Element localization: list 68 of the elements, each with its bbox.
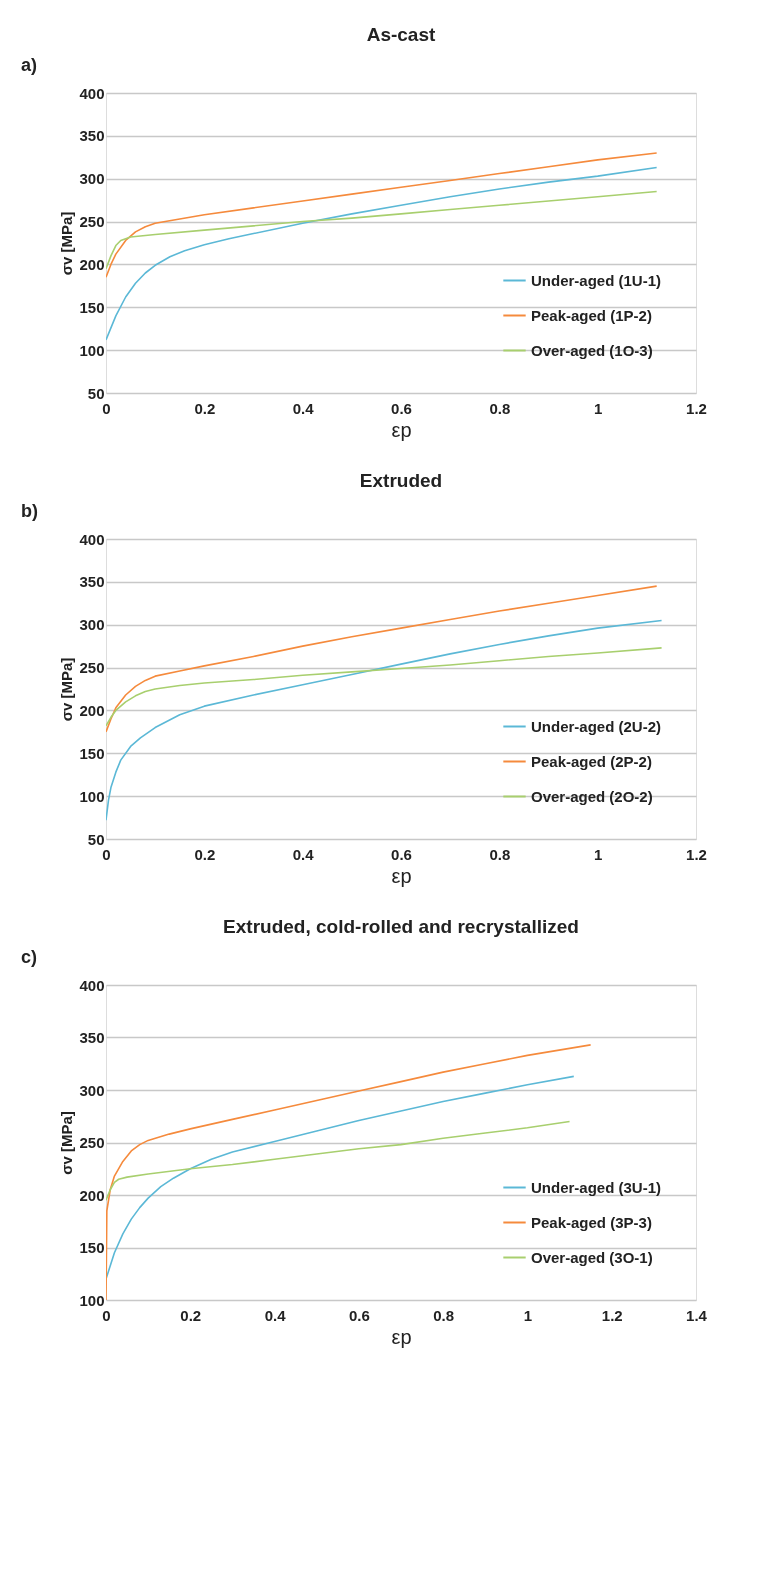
x-tick-label: 0.8 (433, 1306, 455, 1324)
chart-title: Extruded (359, 470, 443, 491)
chart-title: As-cast (366, 24, 436, 45)
x-axis-title: εp (391, 418, 412, 441)
y-tick-label: 50 (87, 830, 105, 848)
x-tick-label: 1 (593, 845, 603, 863)
legend-label: Peak-aged (1P-2) (531, 306, 652, 324)
y-tick-label: 250 (79, 213, 105, 231)
y-tick-label: 350 (79, 573, 105, 591)
x-tick-label: 0.2 (180, 1306, 202, 1324)
x-tick-label: 1.2 (601, 1306, 623, 1324)
x-tick-label: 0.8 (489, 845, 511, 863)
y-tick-label: 400 (79, 84, 105, 102)
legend-label: Over-aged (1O-3) (531, 341, 653, 359)
x-tick-label: 0.2 (194, 399, 216, 417)
y-tick-label: 350 (79, 127, 105, 145)
y-tick-label: 350 (79, 1029, 105, 1046)
x-axis-title: εp (391, 864, 412, 887)
y-axis-title: σv [MPa] (58, 1111, 76, 1175)
y-axis-title: σv [MPa] (58, 211, 76, 276)
chart-title: Extruded, cold-rolled and recrystallized (223, 916, 579, 937)
legend-label: Over-aged (2O-2) (531, 787, 653, 805)
y-tick-label: 250 (79, 659, 105, 677)
y-tick-label: 250 (79, 1134, 105, 1151)
y-tick-label: 200 (79, 1186, 105, 1204)
x-tick-label: 0.4 (292, 845, 315, 863)
x-tick-label: 1 (593, 399, 603, 417)
y-tick-label: 100 (79, 341, 105, 359)
y-tick-label: 400 (79, 530, 105, 548)
x-tick-label: 1.4 (686, 1306, 708, 1324)
line-series (106, 619, 663, 821)
x-tick-label: 1.2 (686, 845, 707, 863)
legend-label: Under-aged (2U-2) (531, 717, 662, 735)
x-tick-label: 0 (102, 1306, 111, 1324)
x-tick-label: 1.2 (686, 399, 707, 417)
y-axis-title: σv [MPa] (58, 657, 76, 722)
legend-label: Under-aged (3U-1) (531, 1178, 662, 1196)
y-tick-label: 300 (79, 616, 105, 634)
y-tick-label: 300 (79, 1081, 105, 1099)
y-tick-label: 150 (79, 298, 105, 316)
y-tick-label: 150 (79, 744, 105, 762)
x-tick-label: 0 (102, 399, 111, 417)
text: a) (21, 55, 38, 75)
legend-label: Peak-aged (3P-3) (531, 1213, 652, 1231)
y-tick-label: 100 (79, 787, 105, 805)
x-tick-label: 0.6 (391, 399, 412, 417)
y-tick-label: 200 (79, 701, 105, 719)
text: b) (21, 501, 38, 521)
y-tick-label: 50 (87, 384, 105, 402)
legend-label: Peak-aged (2P-2) (531, 752, 652, 770)
x-tick-label: 0.4 (292, 399, 315, 417)
x-axis-title: εp (391, 1325, 412, 1348)
y-tick-label: 100 (79, 1291, 105, 1309)
line-series (106, 190, 658, 270)
legend-label: Over-aged (3O-1) (531, 1248, 653, 1266)
y-tick-label: 150 (79, 1239, 105, 1256)
x-tick-label: 1 (523, 1306, 533, 1324)
y-tick-label: 200 (79, 255, 105, 273)
x-tick-label: 0.4 (264, 1306, 287, 1324)
y-tick-label: 400 (79, 976, 105, 994)
x-tick-label: 0.8 (489, 399, 511, 417)
text: c) (21, 947, 38, 967)
legend-label: Under-aged (1U-1) (531, 271, 662, 289)
x-tick-label: 0.6 (391, 845, 412, 863)
x-tick-label: 0 (102, 845, 111, 863)
x-tick-label: 0.6 (348, 1306, 370, 1324)
y-tick-label: 300 (79, 170, 105, 188)
x-tick-label: 0.2 (194, 845, 216, 863)
